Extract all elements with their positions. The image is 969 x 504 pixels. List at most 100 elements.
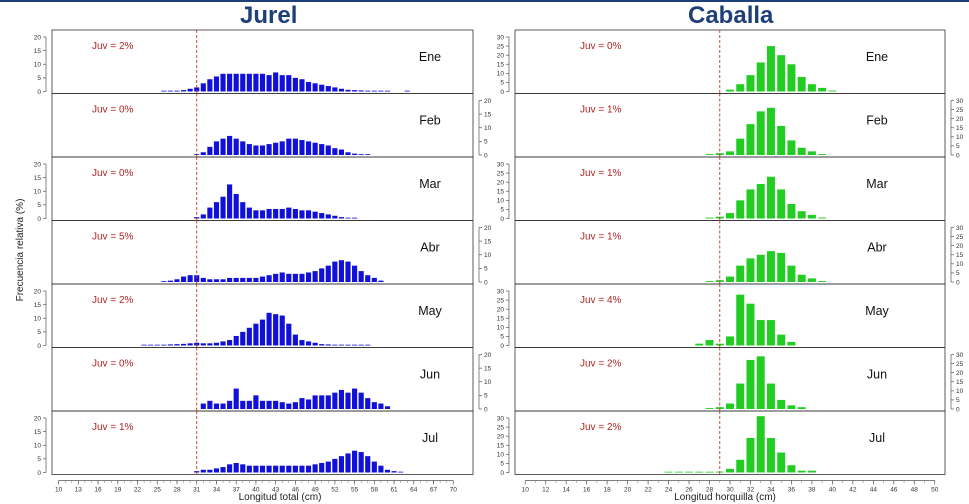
bar xyxy=(187,343,193,346)
bar xyxy=(200,214,206,219)
bar xyxy=(345,344,351,346)
y-tick-label: 0 xyxy=(484,406,488,413)
y-tick-label: 15 xyxy=(497,189,505,196)
bar xyxy=(319,213,325,219)
bar xyxy=(797,147,806,155)
y-tick-label: 10 xyxy=(956,261,964,268)
bar xyxy=(338,260,345,282)
bar xyxy=(292,77,298,92)
bar xyxy=(777,399,786,409)
bar xyxy=(266,312,272,346)
bar xyxy=(194,275,200,282)
bar xyxy=(358,271,364,282)
bar xyxy=(240,73,246,92)
bar xyxy=(312,464,318,473)
top-rule xyxy=(0,0,969,2)
bar xyxy=(266,275,272,282)
y-tick-label: 0 xyxy=(484,152,488,159)
panel-may: 0 5 10 15 20 25 30 Juv = 4% May xyxy=(497,283,946,350)
bar xyxy=(338,149,345,155)
bar xyxy=(345,152,351,155)
y-tick-label: 30 xyxy=(956,98,964,105)
y-tick-label: 15 xyxy=(956,379,964,386)
bar xyxy=(807,470,816,473)
x-tick-label: 34 xyxy=(767,487,775,494)
bar xyxy=(338,217,345,219)
y-tick-label: 20 xyxy=(497,433,505,440)
bar xyxy=(220,279,226,282)
panel-mar: 0 5 10 15 20 25 30 Juv = 1% Mar xyxy=(497,156,946,223)
bar xyxy=(345,89,351,92)
bar xyxy=(279,75,285,92)
bar xyxy=(246,327,252,346)
y-tick-label: 10 xyxy=(497,198,505,205)
bar xyxy=(736,200,745,219)
bar xyxy=(726,276,734,282)
month-label: Jun xyxy=(867,368,887,382)
bar xyxy=(240,141,246,155)
bar xyxy=(797,76,806,92)
y-tick-label: 10 xyxy=(497,71,505,78)
x-tick-label: 37 xyxy=(233,487,241,494)
y-tick-label: 15 xyxy=(956,252,964,259)
y-tick-label: 0 xyxy=(956,406,960,413)
bar xyxy=(352,153,358,155)
bar xyxy=(746,303,755,346)
bar xyxy=(227,277,233,282)
bar xyxy=(180,90,187,92)
y-tick-label: 5 xyxy=(500,80,504,87)
bar xyxy=(746,359,755,409)
bar xyxy=(338,88,345,92)
x-tick-label: 40 xyxy=(252,487,260,494)
bar xyxy=(384,469,391,473)
bar xyxy=(286,207,292,219)
bar xyxy=(279,465,285,473)
bar xyxy=(384,90,391,92)
y-tick-label: 15 xyxy=(956,125,964,132)
bar xyxy=(766,437,775,473)
x-tick-label: 14 xyxy=(563,487,571,494)
bar xyxy=(207,400,213,409)
juv-label: Juv = 1% xyxy=(92,422,134,433)
y-tick-label: 25 xyxy=(497,43,505,50)
bar xyxy=(174,279,180,282)
x-tick-label: 48 xyxy=(911,487,919,494)
month-label: Ene xyxy=(866,50,888,64)
bar xyxy=(828,90,837,92)
bar xyxy=(305,341,312,346)
bar xyxy=(338,389,345,409)
y-tick-label: 15 xyxy=(34,302,42,309)
y-tick-label: 25 xyxy=(956,107,964,114)
bar xyxy=(807,151,816,155)
bar xyxy=(167,280,173,282)
month-label: May xyxy=(865,304,889,318)
bar xyxy=(797,274,806,282)
y-tick-label: 10 xyxy=(956,134,964,141)
y-tick-label: 0 xyxy=(37,216,41,223)
x-tick-label: 40 xyxy=(829,487,837,494)
x-tick-label: 10 xyxy=(55,487,63,494)
y-tick-label: 15 xyxy=(484,365,492,372)
bar xyxy=(200,343,206,346)
bar xyxy=(286,465,292,473)
bar xyxy=(766,46,775,92)
bar xyxy=(180,276,187,282)
y-tick-label: 0 xyxy=(484,279,488,286)
bar xyxy=(332,261,338,282)
month-label: Feb xyxy=(419,114,441,128)
bar xyxy=(305,399,312,409)
bar xyxy=(273,142,279,155)
bar xyxy=(167,344,173,346)
bar xyxy=(246,465,252,473)
x-tick-label: 38 xyxy=(808,487,816,494)
y-tick-label: 25 xyxy=(497,424,505,431)
bar xyxy=(246,277,252,282)
y-tick-label: 15 xyxy=(497,62,505,69)
bar xyxy=(213,342,220,346)
bar xyxy=(378,280,384,282)
bar xyxy=(371,277,377,282)
bar xyxy=(319,144,325,155)
bar xyxy=(319,395,325,409)
x-tick-label: 31 xyxy=(193,487,201,494)
bar xyxy=(253,323,259,346)
